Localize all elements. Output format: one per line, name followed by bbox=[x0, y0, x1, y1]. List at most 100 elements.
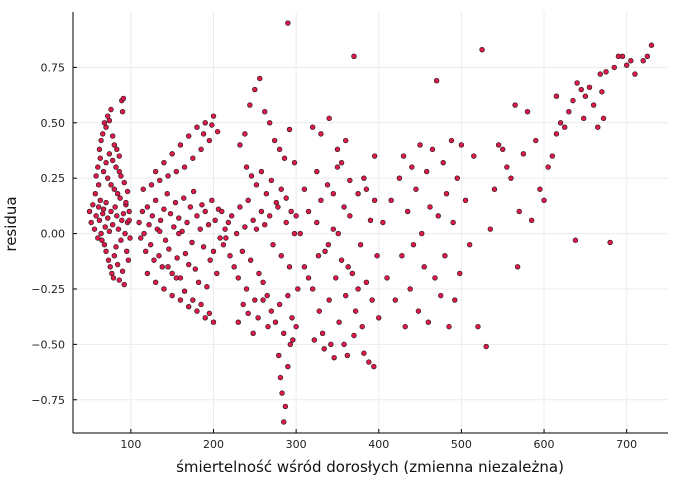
data-point bbox=[116, 168, 122, 175]
data-point bbox=[181, 288, 188, 294]
data-point bbox=[97, 197, 103, 204]
data-point bbox=[376, 315, 382, 321]
data-point bbox=[289, 315, 295, 321]
data-point bbox=[139, 208, 146, 215]
data-point bbox=[119, 217, 125, 223]
data-point bbox=[118, 173, 124, 179]
data-point bbox=[123, 199, 129, 206]
data-point bbox=[113, 164, 119, 170]
data-point bbox=[237, 142, 243, 148]
data-point bbox=[225, 219, 232, 226]
data-point bbox=[595, 124, 601, 130]
data-point bbox=[272, 319, 279, 325]
data-point bbox=[190, 155, 196, 161]
data-point bbox=[266, 213, 273, 219]
data-point bbox=[108, 106, 114, 113]
data-point bbox=[171, 224, 177, 230]
data-point bbox=[330, 226, 337, 232]
data-point bbox=[95, 182, 102, 188]
data-point bbox=[574, 80, 580, 86]
data-point bbox=[363, 186, 370, 192]
data-point bbox=[570, 97, 576, 104]
data-point bbox=[243, 286, 250, 292]
data-point bbox=[582, 93, 589, 99]
data-point bbox=[512, 102, 518, 108]
data-point bbox=[202, 315, 208, 321]
data-point bbox=[214, 128, 221, 135]
x-tick-label: 100 bbox=[120, 438, 141, 451]
data-point bbox=[357, 241, 364, 248]
data-point bbox=[109, 270, 115, 277]
data-point bbox=[260, 297, 266, 303]
data-point bbox=[122, 230, 128, 237]
data-point bbox=[483, 343, 489, 350]
data-point bbox=[109, 222, 116, 228]
data-point bbox=[161, 286, 167, 292]
data-point bbox=[324, 182, 331, 188]
data-point bbox=[448, 137, 455, 144]
data-point bbox=[144, 204, 151, 210]
data-point bbox=[165, 173, 171, 179]
x-tick-label: 700 bbox=[616, 438, 637, 451]
data-point bbox=[281, 419, 287, 425]
data-point bbox=[95, 204, 102, 210]
data-point bbox=[454, 175, 460, 181]
data-point bbox=[514, 264, 521, 270]
data-point bbox=[281, 330, 287, 336]
data-point bbox=[103, 199, 109, 206]
data-point bbox=[500, 146, 506, 153]
data-point bbox=[283, 195, 289, 201]
data-point bbox=[553, 131, 560, 137]
data-point bbox=[297, 230, 303, 237]
data-point bbox=[138, 235, 144, 241]
data-point bbox=[607, 239, 613, 246]
data-point bbox=[290, 337, 296, 343]
data-point bbox=[198, 301, 204, 308]
data-point bbox=[237, 204, 243, 210]
data-point bbox=[149, 213, 156, 219]
data-point bbox=[417, 142, 423, 148]
data-point bbox=[450, 219, 456, 226]
data-point bbox=[462, 197, 469, 204]
data-point bbox=[421, 264, 427, 270]
data-point bbox=[106, 117, 113, 124]
data-point bbox=[118, 237, 124, 243]
data-point bbox=[338, 257, 345, 263]
data-point bbox=[248, 173, 255, 179]
data-point bbox=[322, 248, 328, 255]
data-point bbox=[235, 319, 241, 325]
data-point bbox=[242, 131, 248, 137]
data-point bbox=[278, 186, 284, 192]
data-point bbox=[262, 109, 268, 115]
x-tick-label: 600 bbox=[534, 438, 555, 451]
data-point bbox=[264, 292, 270, 299]
data-point bbox=[206, 310, 213, 317]
data-point bbox=[148, 182, 155, 188]
data-point bbox=[409, 164, 415, 170]
data-point bbox=[471, 153, 477, 159]
data-point bbox=[195, 279, 202, 286]
data-point bbox=[166, 246, 172, 252]
data-point bbox=[341, 341, 347, 348]
data-point bbox=[285, 20, 291, 26]
data-point bbox=[227, 253, 233, 259]
data-point bbox=[581, 115, 587, 122]
data-point bbox=[572, 237, 579, 243]
data-point bbox=[117, 195, 123, 201]
data-point bbox=[432, 275, 438, 281]
data-point bbox=[361, 350, 367, 356]
data-point bbox=[106, 228, 113, 235]
data-point bbox=[347, 177, 353, 184]
data-point bbox=[119, 268, 126, 274]
data-point bbox=[328, 341, 334, 348]
data-point bbox=[293, 213, 299, 219]
data-point bbox=[371, 197, 378, 204]
data-point bbox=[202, 120, 208, 126]
data-point bbox=[458, 142, 465, 148]
data-point bbox=[108, 182, 114, 188]
data-point bbox=[222, 226, 228, 232]
data-point bbox=[487, 226, 494, 232]
y-tick-label: 0.50 bbox=[41, 117, 66, 130]
data-point bbox=[199, 202, 205, 208]
data-point bbox=[566, 109, 572, 115]
